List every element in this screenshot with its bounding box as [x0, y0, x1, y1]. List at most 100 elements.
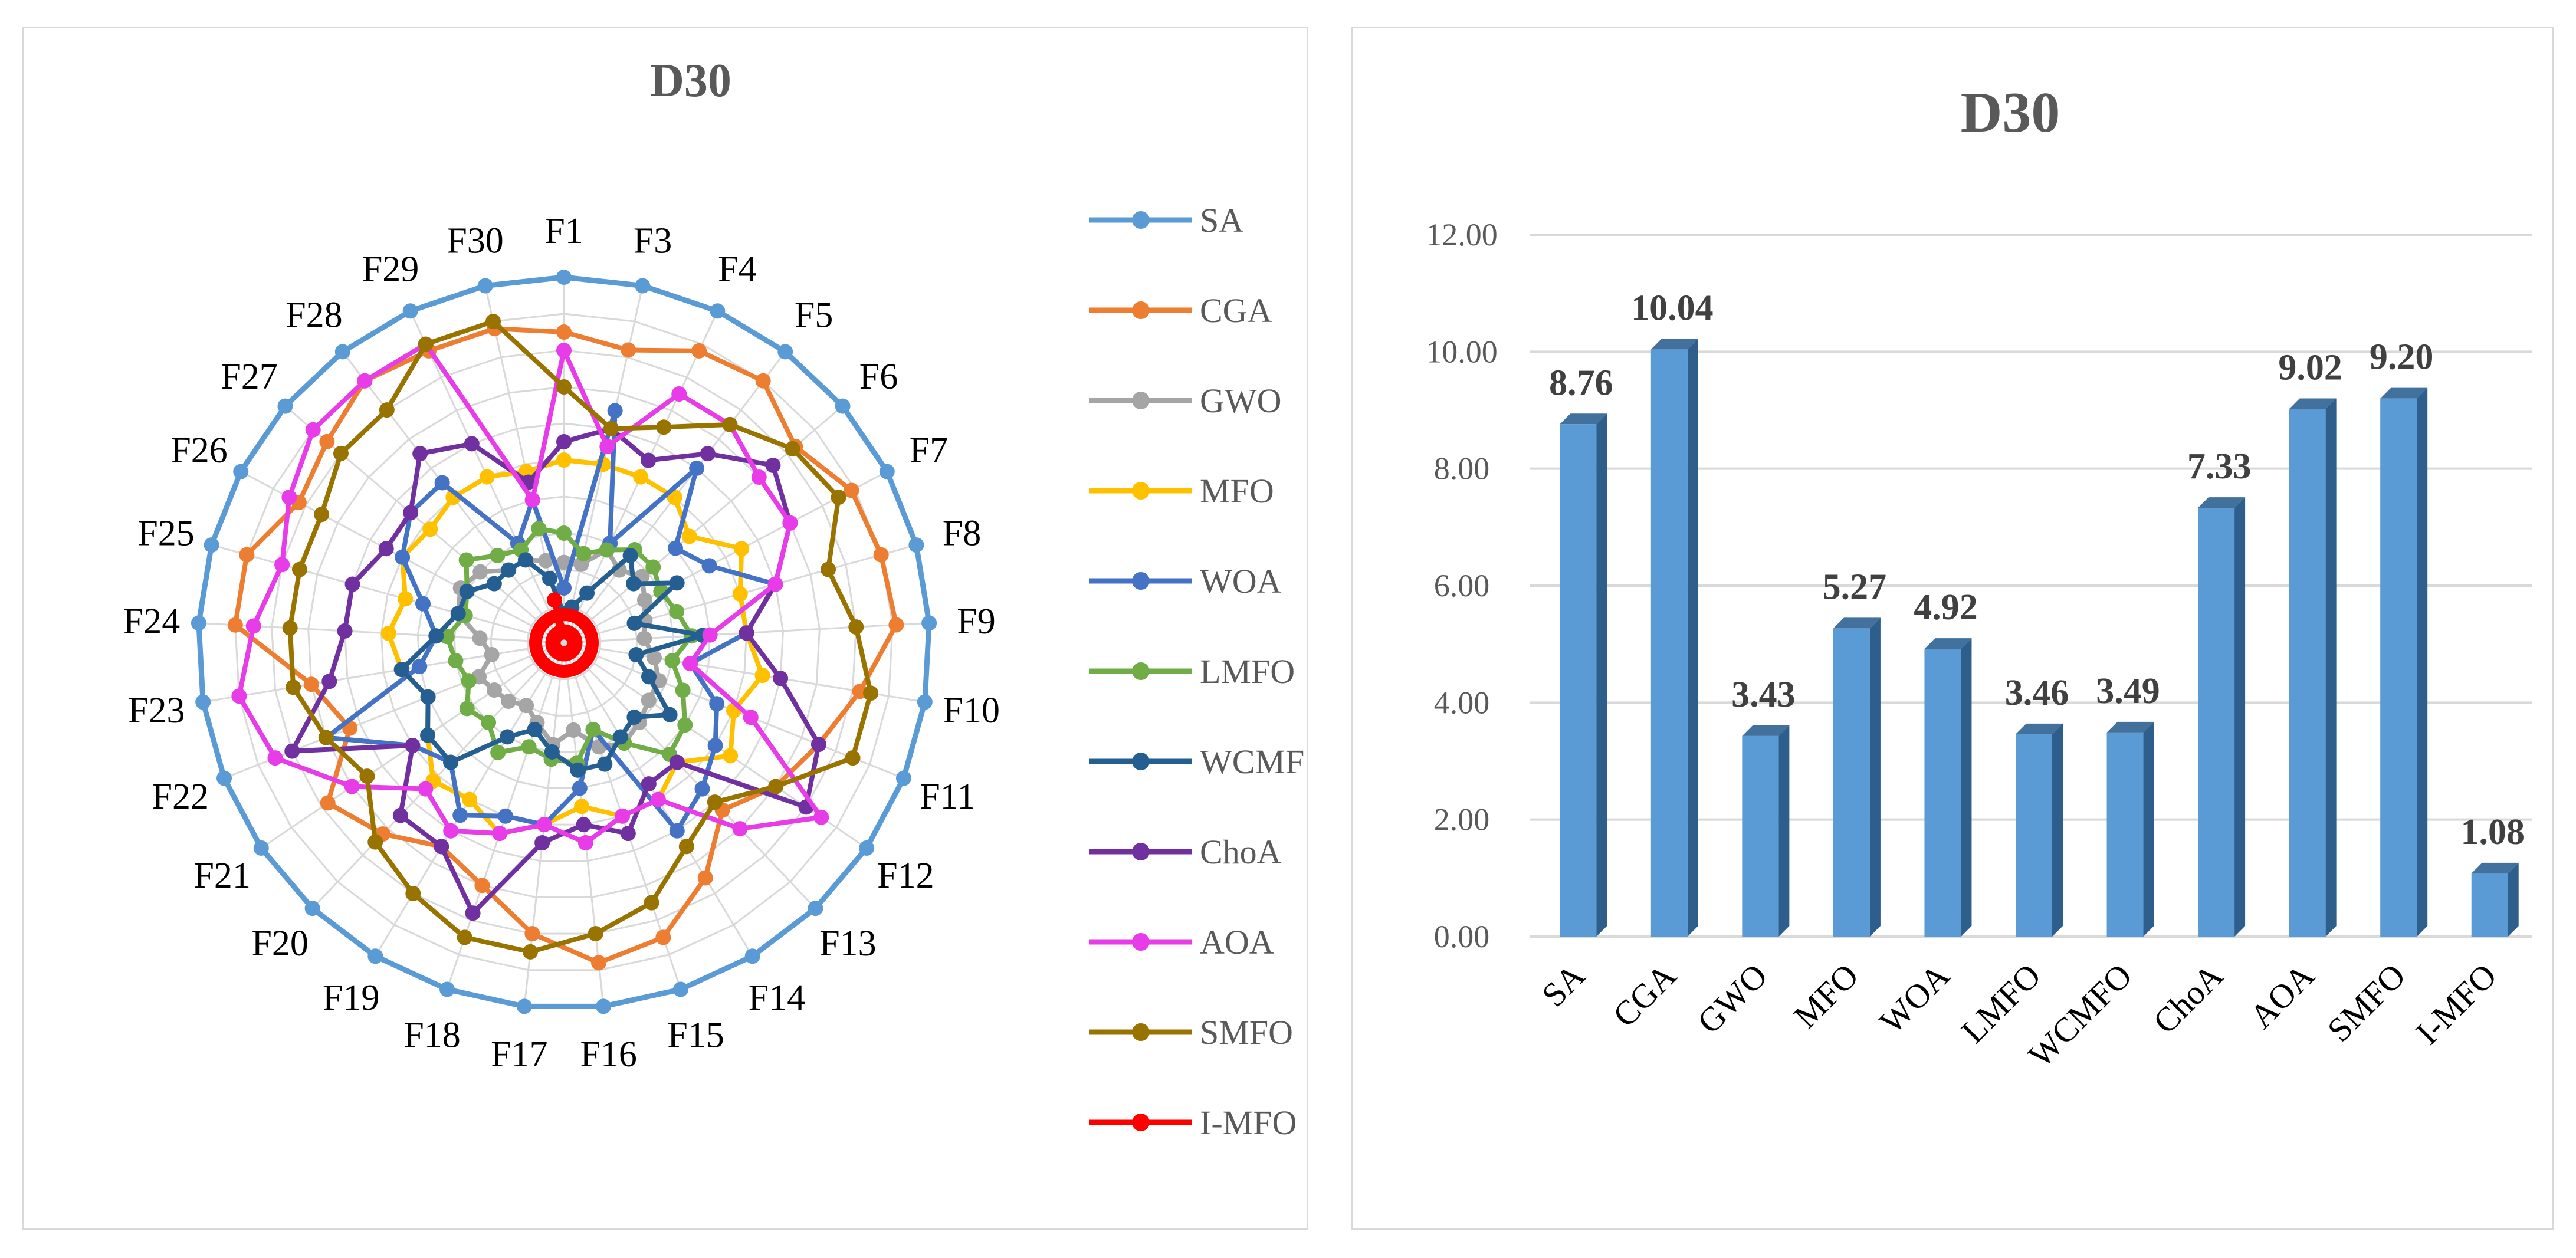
legend-label: I-MFO — [1200, 1103, 1297, 1142]
radar-point — [707, 737, 723, 753]
bar-side — [1778, 725, 1790, 937]
radar-point — [524, 492, 540, 508]
radar-point — [542, 571, 558, 587]
radar-point — [412, 446, 428, 462]
radar-point — [689, 460, 705, 476]
bar-front — [1833, 628, 1870, 937]
radar-point — [395, 549, 411, 565]
bar-front — [2380, 398, 2417, 937]
radar-point — [303, 676, 319, 692]
bar-value-label: 8.76 — [1549, 363, 1613, 403]
bar-series — [1560, 339, 2519, 937]
radar-point — [614, 808, 630, 824]
radar-point — [859, 840, 875, 856]
radar-axis-label: F18 — [403, 1015, 460, 1055]
bar-front — [1560, 424, 1597, 937]
bar-front — [2471, 873, 2508, 937]
radar-axis-label: F24 — [123, 602, 180, 642]
radar-point — [412, 659, 428, 675]
bar-lmfo — [2016, 723, 2063, 937]
radar-point — [474, 878, 490, 894]
radar-point — [845, 750, 861, 766]
legend-label: WCMF — [1200, 743, 1304, 781]
bar-side — [2234, 497, 2246, 937]
legend-label: AOA — [1200, 923, 1274, 961]
radar-point — [773, 671, 789, 687]
x-category-label: ChoA — [2145, 956, 2230, 1041]
radar-point — [612, 729, 628, 745]
radar-point — [808, 901, 823, 917]
radar-point — [517, 552, 533, 568]
y-tick-label: 2.00 — [1434, 802, 1490, 837]
legend-marker — [1132, 392, 1150, 409]
radar-point — [481, 715, 497, 731]
radar-point — [754, 668, 770, 684]
radar-point — [707, 794, 723, 810]
radar-point — [544, 744, 560, 760]
radar-axis-label: F4 — [718, 249, 756, 290]
radar-point — [536, 817, 552, 833]
radar-point — [732, 586, 748, 602]
radar-point — [921, 615, 937, 631]
radar-center-ring — [529, 608, 599, 678]
radar-point — [677, 717, 693, 733]
radar-point — [691, 343, 707, 359]
radar-point — [574, 799, 590, 814]
x-category-label: SMFO — [2320, 956, 2413, 1049]
radar-point — [459, 701, 475, 717]
radar-point — [669, 575, 685, 591]
radar-point — [501, 562, 517, 578]
radar-point — [547, 592, 563, 608]
x-category-label: WOA — [1872, 956, 1957, 1041]
x-category-label: MFO — [1786, 956, 1866, 1036]
radar-ring — [344, 422, 784, 862]
radar-point — [671, 386, 687, 402]
radar-point — [519, 698, 534, 714]
radar-point — [863, 685, 879, 701]
radar-axis-label: F7 — [910, 431, 948, 471]
radar-point — [439, 629, 455, 645]
radar-point — [656, 419, 672, 435]
radar-spoke — [563, 642, 816, 909]
legend-item-lmfo: LMFO — [1089, 652, 1295, 691]
radar-point — [282, 620, 298, 636]
radar-point — [403, 505, 419, 521]
bar-side — [1687, 339, 1698, 937]
legend-marker — [1132, 1023, 1150, 1041]
radar-point — [917, 694, 933, 710]
radar-point — [620, 826, 636, 842]
radar-point — [835, 398, 851, 414]
radar-ring — [490, 569, 638, 717]
radar-point — [477, 278, 493, 294]
radar-line-sa — [196, 274, 932, 1009]
radar-point — [810, 737, 826, 753]
radar-point — [669, 754, 685, 770]
radar-point — [534, 835, 550, 851]
radar-axis-label: F12 — [877, 856, 934, 896]
radar-point — [448, 653, 464, 669]
radar-point — [333, 445, 349, 461]
x-category-label: AOA — [2242, 956, 2322, 1036]
radar-point — [378, 541, 394, 557]
bar-cga — [1650, 339, 1698, 937]
bar-front — [2198, 508, 2235, 937]
radar-point — [359, 768, 375, 784]
radar-point — [357, 373, 373, 389]
bar-front — [2106, 732, 2144, 937]
radar-ring — [416, 495, 711, 790]
radar-axis-label: F9 — [957, 602, 995, 642]
legend-item-smfo: SMFO — [1089, 1013, 1293, 1052]
radar-point — [694, 781, 710, 797]
radar-point — [566, 722, 582, 738]
radar-point — [597, 756, 613, 772]
bar-side — [2417, 387, 2428, 937]
bar-top — [1650, 339, 1698, 350]
radar-point — [669, 603, 685, 619]
radar-point — [204, 537, 219, 553]
radar-point — [305, 422, 321, 438]
x-category-label: I-MFO — [2408, 956, 2504, 1052]
radar-point — [486, 576, 502, 592]
radar-point — [464, 436, 480, 452]
radar-point — [524, 926, 540, 942]
radar-series-i-mfo — [545, 592, 583, 662]
